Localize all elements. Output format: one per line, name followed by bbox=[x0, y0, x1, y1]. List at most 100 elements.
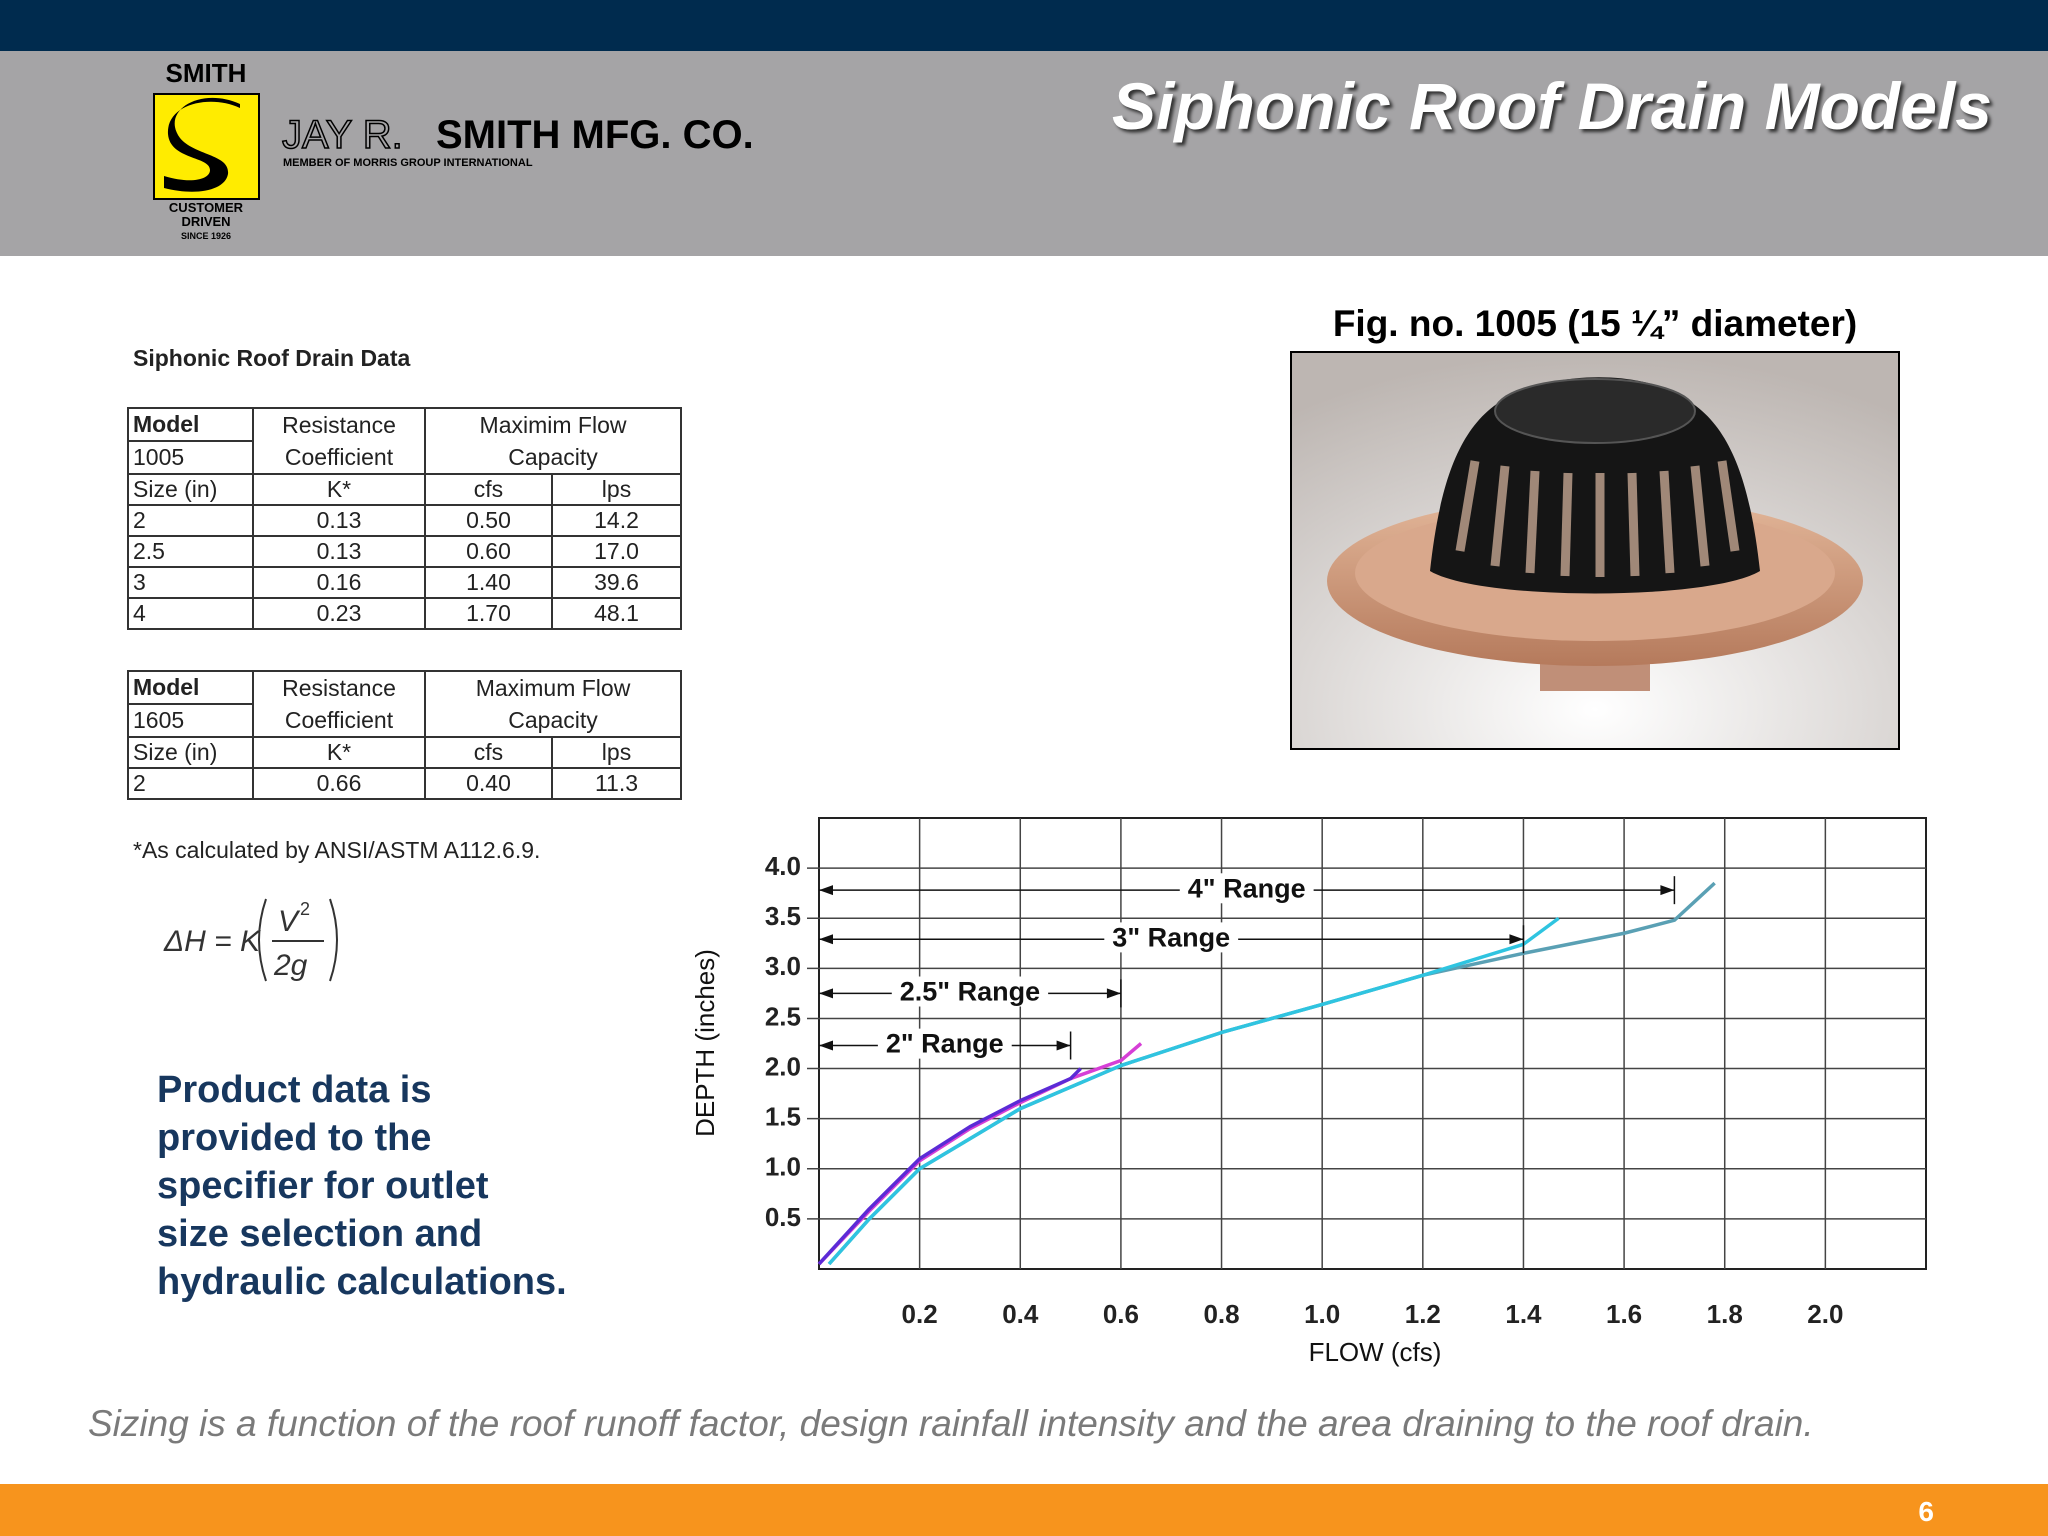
product-photo bbox=[1290, 351, 1900, 750]
y-tick-label: 2.0 bbox=[765, 1051, 801, 1081]
x-tick-label: 1.4 bbox=[1505, 1299, 1542, 1329]
table-title: Siphonic Roof Drain Data bbox=[133, 345, 411, 371]
logo-top: SMITH bbox=[166, 58, 247, 88]
row: Size (in) K* cfs lps bbox=[127, 473, 683, 506]
x-tick-label: 1.8 bbox=[1707, 1299, 1743, 1329]
callout-line: Product data is bbox=[157, 1069, 432, 1111]
page-number: 6 bbox=[1918, 1496, 1934, 1527]
row: 2 0.66 0.40 11.3 bbox=[127, 767, 682, 800]
cell: 1605 bbox=[127, 703, 254, 738]
header-band bbox=[0, 51, 2048, 256]
formula: ΔH = K V 2 2g bbox=[163, 898, 338, 982]
callout-line: provided to the bbox=[157, 1117, 432, 1159]
row: Model Resistance Coefficient Maximum Flow … bbox=[127, 670, 682, 738]
cell: 11.3 bbox=[551, 767, 682, 800]
label-bg bbox=[1104, 922, 1239, 953]
x-tick-label: 0.6 bbox=[1103, 1299, 1139, 1329]
cell: 1005 bbox=[127, 440, 254, 475]
cell: 14.2 bbox=[550, 504, 683, 537]
cell: 4 bbox=[127, 597, 254, 630]
callout: Product data is provided to the specifier … bbox=[157, 1066, 567, 1306]
cell: 2 bbox=[127, 767, 254, 800]
x-tick-label: 2.0 bbox=[1807, 1299, 1843, 1329]
formula-num: V bbox=[278, 905, 301, 938]
cell: 2.5 bbox=[127, 535, 254, 568]
cell: Resistance Coefficient bbox=[252, 670, 426, 738]
callout-line: size selection and bbox=[157, 1213, 483, 1255]
footer-bar bbox=[0, 1484, 2048, 1536]
cell: 1.40 bbox=[424, 566, 553, 599]
label-bg bbox=[891, 976, 1049, 1007]
cell: 39.6 bbox=[550, 566, 683, 599]
logo-s bbox=[164, 97, 240, 192]
slide-title: Siphonic Roof Drain Models bbox=[1111, 69, 1992, 143]
logo: SMITH CUSTOMER DRIVEN SINCE 1926 JAY R. … bbox=[153, 58, 754, 241]
row: 4 0.23 1.70 48.1 bbox=[127, 597, 683, 630]
cell: 1.70 bbox=[424, 597, 553, 630]
row: 1605 bbox=[127, 703, 681, 738]
cell: Model bbox=[127, 670, 254, 705]
cell: 0.40 bbox=[424, 767, 553, 800]
range-label: 2" Range bbox=[886, 1029, 1004, 1059]
data-table: Model Resistance Coefficient Maximim Flow … bbox=[127, 407, 683, 630]
callout-line: hydraulic calculations. bbox=[157, 1261, 567, 1303]
cell: K* bbox=[252, 473, 426, 506]
cell: 0.50 bbox=[424, 504, 553, 537]
cell: 3 bbox=[127, 566, 254, 599]
x-tick-label: 1.0 bbox=[1304, 1299, 1340, 1329]
company-light: JAY R. bbox=[282, 113, 403, 157]
logo-line: CUSTOMER bbox=[169, 200, 244, 215]
y-axis-title: DEPTH (inches) bbox=[690, 949, 720, 1137]
cell: 0.13 bbox=[252, 535, 426, 568]
logo-line: SINCE 1926 bbox=[181, 231, 231, 241]
range-label: 2.5" Range bbox=[900, 977, 1040, 1007]
company-bold: SMITH MFG. CO. bbox=[436, 113, 754, 157]
cell: cfs bbox=[424, 473, 553, 506]
row: 2 0.13 0.50 14.2 bbox=[127, 504, 683, 537]
y-tick-label: 1.5 bbox=[765, 1102, 801, 1132]
chart: FLOW (cfs) DEPTH (inches) 0.5 1.0 1.5 2.0 2.… bbox=[690, 817, 1927, 1367]
cell: 0.66 bbox=[252, 767, 426, 800]
x-tick-label: 0.8 bbox=[1203, 1299, 1239, 1329]
note: *As calculated by ANSI/ASTM A112.6.9. bbox=[133, 837, 541, 863]
x-tick-label: 0.4 bbox=[1002, 1299, 1039, 1329]
top-bar bbox=[0, 0, 2048, 51]
y-tick-label: 4.0 bbox=[765, 851, 801, 881]
formula-lhs: ΔH = K bbox=[163, 925, 262, 958]
row: 1005 bbox=[127, 440, 681, 475]
logo-line: DRIVEN bbox=[181, 214, 230, 229]
cell: 48.1 bbox=[550, 597, 683, 630]
cell: Model bbox=[127, 407, 254, 442]
data-table: Model Resistance Coefficient Maximum Flow … bbox=[127, 670, 682, 800]
label-bg bbox=[877, 1028, 1012, 1059]
y-tick-label: 3.0 bbox=[765, 951, 801, 981]
cell: Size (in) bbox=[127, 473, 254, 506]
cell: cfs bbox=[424, 736, 553, 769]
cell: 0.23 bbox=[252, 597, 426, 630]
bottom-text: Sizing is a function of the roof runoff … bbox=[88, 1403, 1814, 1444]
x-axis-title: FLOW (cfs) bbox=[1309, 1337, 1442, 1367]
x-tick-label: 0.2 bbox=[902, 1299, 938, 1329]
range-label: 4" Range bbox=[1188, 873, 1306, 903]
range-label: 3" Range bbox=[1112, 922, 1230, 952]
cell: Maximim Flow Capacity bbox=[423, 407, 683, 475]
data-line bbox=[827, 916, 1560, 1266]
data-line bbox=[817, 1067, 1082, 1266]
figure-caption: Fig. no. 1005 (15 ¼” diameter) bbox=[1332, 303, 1858, 344]
y-tick-label: 0.5 bbox=[765, 1202, 801, 1232]
cell: Size (in) bbox=[127, 736, 254, 769]
label-bg bbox=[1179, 873, 1314, 904]
cell: 0.60 bbox=[424, 535, 553, 568]
company-sub: MEMBER OF MORRIS GROUP INTERNATIONAL bbox=[283, 157, 533, 169]
x-tick-label: 1.2 bbox=[1405, 1299, 1441, 1329]
y-tick-label: 3.5 bbox=[765, 901, 801, 931]
row: 2.5 0.13 0.60 17.0 bbox=[127, 535, 683, 568]
cell: 2 bbox=[127, 504, 254, 537]
row: Size (in) K* cfs lps bbox=[127, 736, 682, 769]
y-tick-label: 2.5 bbox=[765, 1001, 801, 1031]
cell: 0.13 bbox=[252, 504, 426, 537]
cell: Maximum Flow Capacity bbox=[424, 670, 682, 738]
y-tick-label: 1.0 bbox=[765, 1152, 801, 1182]
cell: lps bbox=[551, 736, 682, 769]
